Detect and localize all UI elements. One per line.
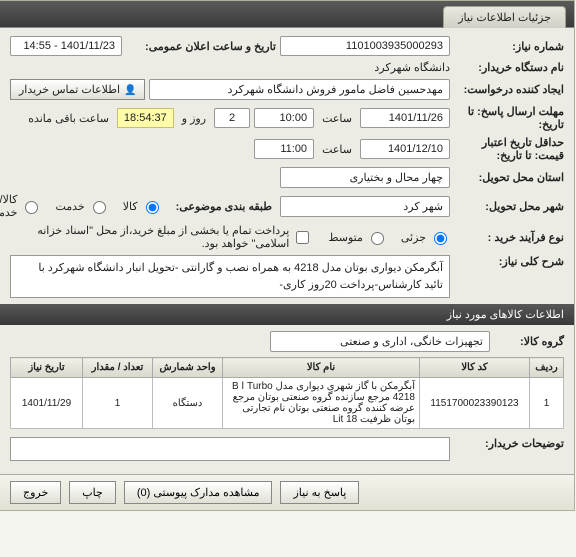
desc-label: شرح کلی نیاز:: [455, 255, 565, 268]
cell-name: آبگرمکن با گاز شهری دیواری مدل Turbo ا B…: [224, 378, 421, 429]
th-idx[interactable]: ردیف: [531, 358, 565, 378]
buyer-notes-box: [11, 437, 451, 461]
delivery-state-value: چهار محال و بختیاری: [281, 167, 451, 188]
th-name[interactable]: نام کالا: [224, 358, 421, 378]
buyer-contact-label: اطلاعات تماس خریدار: [20, 83, 121, 96]
delivery-city-value: شهر کرد: [281, 196, 451, 217]
cell-unit: دستگاه: [154, 378, 224, 429]
creator-value: مهدحسین فاضل مامور فروش دانشگاه شهرکرد: [150, 79, 451, 100]
th-unit[interactable]: واحد شمارش: [154, 358, 224, 378]
validity-time-lbl: ساعت: [323, 143, 353, 156]
cell-idx: 1: [531, 378, 565, 429]
reply-date: 1401/11/26: [361, 108, 451, 128]
category-opt-2[interactable]: کالا/خدمت: [0, 193, 42, 219]
buyer-org-value: دانشگاه شهرکرد: [375, 61, 451, 74]
reply-time-lbl: ساعت: [323, 112, 353, 125]
buyer-notes-label: توضیحات خریدار:: [455, 437, 565, 450]
reply-days: 2: [215, 108, 251, 128]
cell-code: 1151700023390123: [421, 378, 531, 429]
creator-label: ایجاد کننده درخواست:: [455, 83, 565, 96]
validity-time: 11:00: [255, 139, 315, 159]
category-opt-0[interactable]: کالا: [124, 198, 163, 214]
cell-qty: 1: [84, 378, 154, 429]
purchase-note-check[interactable]: پرداخت تمام یا بخشی از مبلغ خرید،از محل …: [11, 224, 313, 250]
group-label: گروه کالا:: [495, 335, 565, 348]
print-button[interactable]: چاپ: [70, 481, 117, 504]
need-no-label: شماره نیاز:: [455, 40, 565, 53]
desc-text: آبگرمکن دیواری بوتان مدل 4218 به همراه ن…: [11, 255, 451, 298]
validity-date: 1401/12/10: [361, 139, 451, 159]
reply-time: 10:00: [255, 108, 315, 128]
reply-days-suffix: روز و: [183, 112, 207, 125]
exit-button[interactable]: خروج: [11, 481, 62, 504]
items-table: ردیف کد کالا نام کالا واحد شمارش تعداد /…: [11, 357, 565, 429]
reply-countdown: 18:54:37: [118, 108, 175, 128]
cell-date: 1401/11/29: [12, 378, 84, 429]
purchase-opt-1[interactable]: متوسط: [329, 229, 388, 245]
reply-button[interactable]: پاسخ به نیاز: [281, 481, 360, 504]
main-tab[interactable]: جزئیات اطلاعات نیاز: [444, 6, 567, 28]
validity-label: حداقل تاریخ اعتبار قیمت: تا تاریخ:: [455, 136, 565, 162]
purchase-opt-0[interactable]: جزئی: [402, 229, 451, 245]
items-section-bar: اطلاعات کالاهای مورد نیاز: [1, 304, 575, 325]
buyer-org-label: نام دستگاه خریدار:: [455, 61, 565, 74]
reply-deadline-label: مهلت ارسال پاسخ: تا تاریخ:: [455, 105, 565, 131]
table-row[interactable]: 1 1151700023390123 آبگرمکن با گاز شهری د…: [12, 378, 565, 429]
category-label: طبقه بندی موضوعی:: [177, 200, 273, 213]
th-date[interactable]: تاریخ نیاز: [12, 358, 84, 378]
delivery-state-label: استان محل تحویل:: [455, 171, 565, 184]
purchase-type-radios: جزئی متوسط: [329, 229, 451, 245]
th-code[interactable]: کد کالا: [421, 358, 531, 378]
purchase-type-label: نوع فرآیند خرید :: [455, 231, 565, 244]
attachments-button[interactable]: مشاهده مدارک پیوستی (0): [125, 481, 274, 504]
reply-remaining: ساعت باقی مانده: [29, 112, 110, 125]
category-opt-1[interactable]: خدمت: [56, 198, 109, 214]
user-icon: [125, 84, 137, 96]
announce-value: 1401/11/23 - 14:55: [11, 36, 123, 56]
group-value: تجهیزات خانگی، اداری و صنعتی: [271, 331, 491, 352]
delivery-city-label: شهر محل تحویل:: [455, 200, 565, 213]
buyer-contact-button[interactable]: اطلاعات تماس خریدار: [11, 79, 146, 100]
category-radios: طبقه بندی موضوعی: کالا خدمت کالا/خدمت: [11, 193, 273, 219]
announce-label: تاریخ و ساعت اعلان عمومی:: [127, 40, 277, 53]
purchase-note-text: پرداخت تمام یا بخشی از مبلغ خرید،از محل …: [11, 224, 290, 250]
th-qty[interactable]: تعداد / مقدار: [84, 358, 154, 378]
need-no-value: 1101003935000293: [281, 36, 451, 56]
